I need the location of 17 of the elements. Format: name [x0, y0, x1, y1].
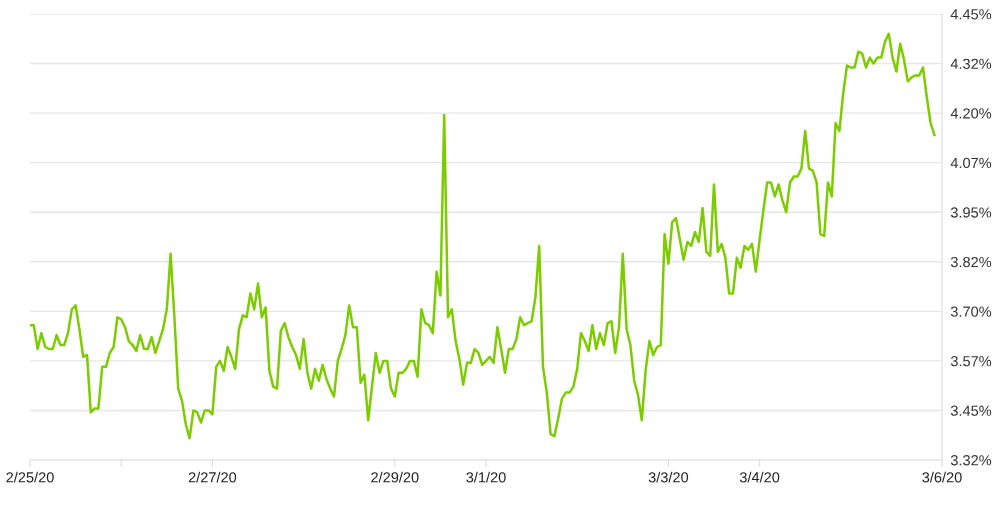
y-tick-label: 4.20% [950, 108, 992, 119]
x-tick-label: 3/6/20 [922, 471, 962, 483]
y-tick-label: 4.45% [950, 9, 992, 20]
y-tick-label: 3.82% [950, 256, 992, 268]
y-tick-label: 3.57% [950, 355, 992, 367]
x-tick-label: 3/3/20 [648, 471, 689, 483]
y-tick-label: 3.70% [950, 306, 992, 317]
y-tick-label: 4.32% [950, 58, 992, 69]
y-tick-label: 3.95% [950, 207, 992, 218]
x-tick-label: 3/4/20 [739, 471, 780, 483]
x-tick-label: 2/25/20 [6, 471, 54, 483]
x-tick-label: 3/1/20 [466, 471, 506, 483]
y-tick-label: 3.32% [950, 455, 992, 466]
y-tick-label: 3.45% [950, 405, 992, 416]
y-tick-label: 4.07% [950, 157, 992, 169]
x-tick-label: 2/27/20 [188, 471, 237, 483]
x-tick-label: 2/29/20 [371, 471, 419, 483]
